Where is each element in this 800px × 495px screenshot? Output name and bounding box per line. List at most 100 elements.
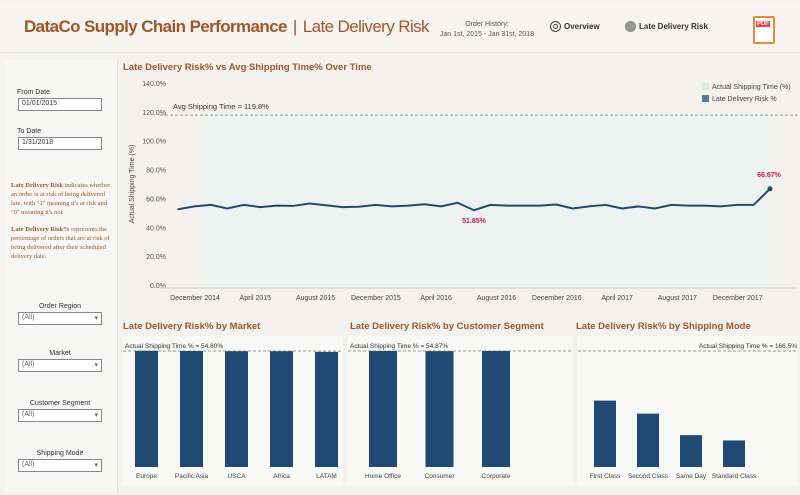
category-label: Same Day bbox=[676, 473, 707, 480]
data-annotation: 66.67% bbox=[757, 172, 782, 179]
x-tick-label: April 2016 bbox=[420, 295, 452, 302]
note-2-term: Late Delivery Risk% bbox=[11, 226, 70, 233]
dropdown-arrow-icon: ▾ bbox=[94, 412, 98, 419]
dashboard-title: DataCo Supply Chain Performance bbox=[24, 17, 288, 36]
y-tick-label: 0.0% bbox=[150, 283, 166, 290]
bar bbox=[135, 350, 158, 467]
legend-swatch bbox=[702, 83, 709, 90]
radio-selected-icon bbox=[625, 21, 636, 32]
bar bbox=[637, 413, 659, 467]
nav-late-delivery-label: Late Delivery Risk bbox=[639, 22, 708, 31]
dropdown-value: (All) bbox=[22, 361, 35, 368]
filter-dropdown[interactable]: (All) ▾ bbox=[18, 409, 102, 422]
pdf-icon-text: PDF bbox=[756, 21, 770, 27]
bar bbox=[425, 351, 454, 467]
bar bbox=[180, 351, 203, 467]
y-tick-label: 100.0% bbox=[142, 139, 166, 146]
data-point bbox=[242, 204, 245, 206]
data-point bbox=[275, 204, 278, 207]
y-axis-label: Actual Shipping Time (%) bbox=[129, 145, 136, 224]
nav-overview-label: Overview bbox=[564, 22, 600, 31]
data-point bbox=[259, 206, 262, 208]
legend-swatch bbox=[702, 95, 709, 102]
bar bbox=[680, 435, 702, 467]
to-date-input[interactable]: 1/31/2018 bbox=[18, 137, 102, 150]
x-tick-label: December 2014 bbox=[170, 295, 220, 302]
order-history-range: Jan 1st, 2015 - Jan 31st, 2018 bbox=[439, 31, 535, 38]
dashboard-subtitle: Late Delivery Risk bbox=[302, 17, 430, 36]
data-point bbox=[473, 209, 475, 211]
from-date-label: From Date bbox=[17, 89, 51, 96]
shipping-mode-chart-title: Late Delivery Risk% by Shipping Mode bbox=[576, 321, 751, 332]
data-point bbox=[736, 204, 738, 206]
data-point bbox=[637, 205, 640, 208]
category-label: LATAM bbox=[316, 473, 337, 480]
category-label: Home Office bbox=[365, 473, 401, 480]
data-point bbox=[670, 204, 673, 206]
note-late-delivery-risk-pct: Late Delivery Risk% represents the perce… bbox=[11, 225, 115, 261]
filter-panel: From Date 01/01/2015 To Date 1/31/2018 L… bbox=[5, 60, 118, 492]
filter-dropdown[interactable]: (All) ▾ bbox=[18, 312, 102, 325]
filter-label: Customer Segment bbox=[29, 400, 91, 407]
legend-label: Late Delivery Risk % bbox=[712, 96, 777, 103]
from-date-input[interactable]: 01/01/2015 bbox=[18, 98, 102, 111]
shipping-time-area bbox=[200, 115, 770, 285]
line-chart: 0.0% 20.0% 40.0% 60.0% 80.0% 100.0% 120.0% 140.… bbox=[129, 81, 798, 302]
category-label: Second Class bbox=[628, 473, 669, 480]
y-tick-label: 60.0% bbox=[146, 196, 166, 203]
y-tick-label: 20.0% bbox=[146, 254, 166, 261]
category-label: First Class bbox=[590, 473, 621, 480]
dropdown-value: (All) bbox=[22, 411, 35, 418]
data-point bbox=[308, 202, 311, 205]
header: DataCo Supply Chain Performance | Late D… bbox=[0, 3, 800, 53]
nav-late-delivery-button[interactable]: Late Delivery Risk bbox=[625, 21, 708, 32]
data-point bbox=[325, 204, 327, 207]
x-tick-label: August 2017 bbox=[658, 295, 697, 302]
filter-label: Order Region bbox=[38, 303, 82, 310]
data-point bbox=[604, 204, 607, 206]
category-label: Pacific Asia bbox=[175, 473, 209, 480]
pdf-download-icon[interactable]: PDF bbox=[753, 16, 775, 44]
data-point bbox=[292, 205, 294, 207]
bar bbox=[594, 400, 616, 467]
bar bbox=[315, 351, 338, 467]
data-point bbox=[177, 208, 179, 211]
dropdown-value: (All) bbox=[22, 314, 35, 321]
category-label: Consumer bbox=[425, 473, 456, 480]
data-point bbox=[407, 204, 410, 207]
data-point bbox=[193, 205, 196, 208]
data-point bbox=[341, 206, 344, 208]
market-chart-title: Late Delivery Risk% by Market bbox=[123, 321, 261, 332]
data-point bbox=[767, 186, 773, 192]
data-point bbox=[210, 204, 212, 206]
nav-overview-button[interactable]: Overview bbox=[550, 21, 600, 32]
order-history: Order History: Jan 1st, 2015 - Jan 31st, … bbox=[432, 20, 542, 40]
dropdown-value: (All) bbox=[22, 461, 35, 468]
x-tick-label: April 2015 bbox=[240, 295, 272, 302]
note-2-text: represents the percentage of orders that… bbox=[11, 226, 110, 260]
filter-dropdown[interactable]: (All) ▾ bbox=[18, 359, 102, 372]
bar bbox=[225, 351, 248, 467]
x-tick-label: December 2015 bbox=[351, 295, 401, 302]
x-tick-label: December 2016 bbox=[532, 295, 582, 302]
category-label: Europe bbox=[136, 473, 157, 480]
data-point bbox=[654, 207, 656, 210]
filter-dropdown[interactable]: (All) ▾ bbox=[18, 459, 102, 472]
radio-icon bbox=[550, 21, 561, 32]
data-point bbox=[703, 204, 706, 207]
line-chart-title: Late Delivery Risk% vs Avg Shipping Time… bbox=[123, 62, 372, 73]
x-tick-label: December 2017 bbox=[713, 295, 763, 302]
data-annotation: 51.85% bbox=[462, 218, 487, 225]
reference-line-label: Actual Shipping Time % = 166.5% bbox=[699, 343, 797, 350]
notes: Late Delivery Risk indicates whether an … bbox=[11, 181, 115, 261]
order-history-label: Order History: bbox=[465, 21, 509, 28]
data-point bbox=[752, 204, 755, 206]
filter-label: Market bbox=[49, 350, 71, 357]
bar bbox=[270, 351, 293, 467]
title-separator: | bbox=[292, 17, 297, 36]
data-point bbox=[538, 204, 541, 207]
category-label: Standard Class bbox=[712, 473, 757, 480]
data-point bbox=[440, 205, 442, 208]
dropdown-arrow-icon: ▾ bbox=[94, 462, 98, 469]
bar bbox=[369, 350, 397, 467]
